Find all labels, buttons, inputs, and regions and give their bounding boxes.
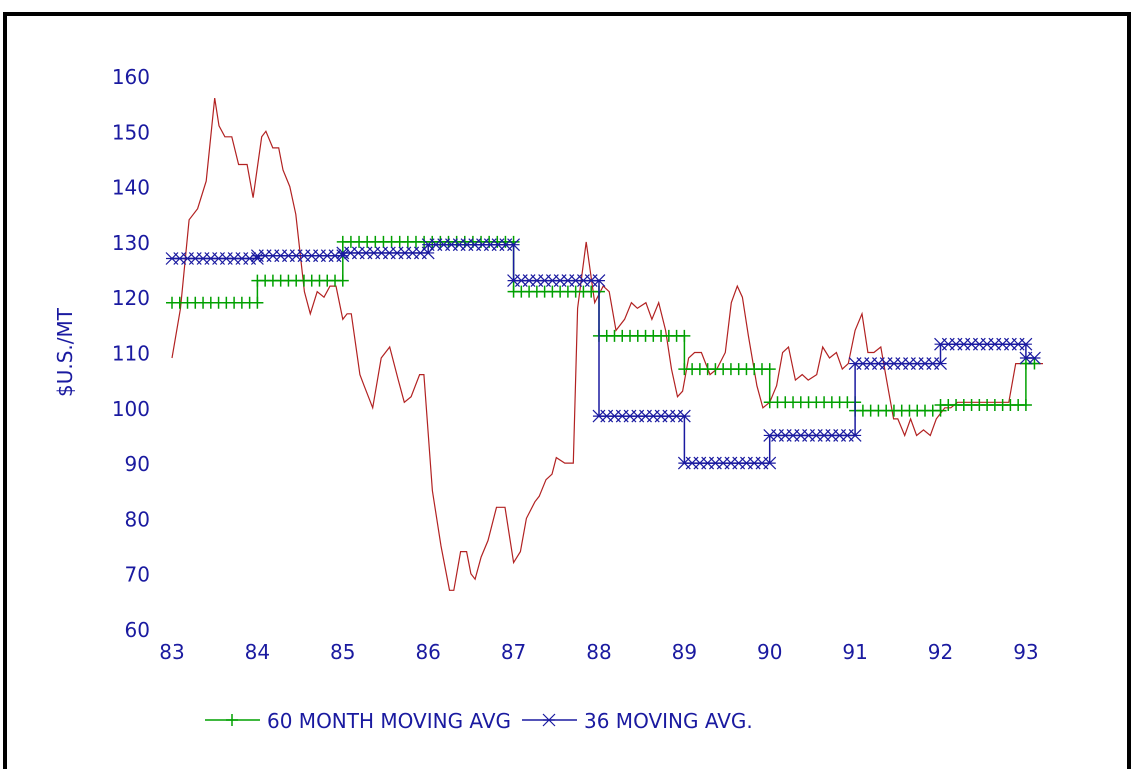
x-tick-label: 86 bbox=[415, 640, 440, 664]
x-tick-label: 89 bbox=[672, 640, 697, 664]
legend: 60 MONTH MOVING AVG 36 MOVING AVG. bbox=[205, 709, 753, 733]
series-red-price bbox=[171, 98, 1043, 591]
plus-marker bbox=[763, 363, 776, 376]
star-marker bbox=[763, 456, 777, 470]
y-tick-label: 100 bbox=[112, 397, 150, 421]
x-tick-label: 88 bbox=[586, 640, 611, 664]
series-line bbox=[171, 98, 1043, 591]
star-marker bbox=[592, 274, 606, 288]
plus-marker bbox=[1019, 399, 1032, 412]
x-tick-labels: 83 84 85 86 87 88 89 90 91 92 93 bbox=[159, 640, 1038, 664]
chart-frame bbox=[3, 12, 1131, 769]
series-layer bbox=[165, 98, 1043, 591]
x-tick-label: 92 bbox=[928, 640, 953, 664]
legend-label: 60 MONTH MOVING AVG bbox=[267, 709, 511, 733]
x-tick-label: 87 bbox=[501, 640, 526, 664]
plus-marker bbox=[251, 296, 264, 309]
y-tick-label: 80 bbox=[125, 507, 150, 531]
y-tick-labels: 60 70 80 90 100 110 120 130 140 150 160 bbox=[112, 65, 150, 642]
y-tick-label: 90 bbox=[125, 452, 150, 476]
legend-item: 36 MOVING AVG. bbox=[522, 709, 753, 733]
x-tick-label: 83 bbox=[159, 640, 184, 664]
star-marker bbox=[677, 409, 691, 423]
x-tick-label: 91 bbox=[842, 640, 867, 664]
plus-marker bbox=[226, 714, 238, 726]
y-tick-label: 140 bbox=[112, 176, 150, 200]
x-tick-label: 84 bbox=[245, 640, 270, 664]
star-marker bbox=[542, 713, 556, 727]
y-axis-title-group: $U.S./MT bbox=[53, 307, 77, 397]
y-tick-label: 130 bbox=[112, 231, 150, 255]
x-tick-label: 90 bbox=[757, 640, 782, 664]
plus-marker bbox=[678, 329, 691, 342]
legend-label: 36 MOVING AVG. bbox=[584, 709, 753, 733]
y-tick-label: 60 bbox=[125, 618, 150, 642]
y-tick-label: 120 bbox=[112, 286, 150, 310]
x-tick-label: 85 bbox=[330, 640, 355, 664]
star-marker bbox=[1019, 337, 1033, 351]
y-tick-label: 150 bbox=[112, 120, 150, 144]
star-marker bbox=[336, 249, 350, 263]
star-marker bbox=[934, 357, 947, 370]
y-tick-label: 70 bbox=[125, 563, 150, 587]
y-axis-title: $U.S./MT bbox=[53, 307, 77, 397]
legend-item: 60 MONTH MOVING AVG bbox=[205, 709, 511, 733]
plus-marker bbox=[1028, 357, 1041, 370]
star-marker bbox=[1028, 351, 1041, 365]
x-tick-label: 93 bbox=[1013, 640, 1038, 664]
y-tick-label: 160 bbox=[112, 65, 150, 89]
star-marker bbox=[250, 252, 264, 265]
star-marker bbox=[848, 429, 862, 442]
series-blue-36-month bbox=[165, 238, 1041, 470]
star-marker bbox=[507, 238, 520, 252]
plus-marker bbox=[336, 274, 349, 287]
series-green-60-month bbox=[166, 235, 1041, 417]
y-tick-label: 110 bbox=[112, 342, 150, 366]
series-line bbox=[172, 243, 1035, 464]
